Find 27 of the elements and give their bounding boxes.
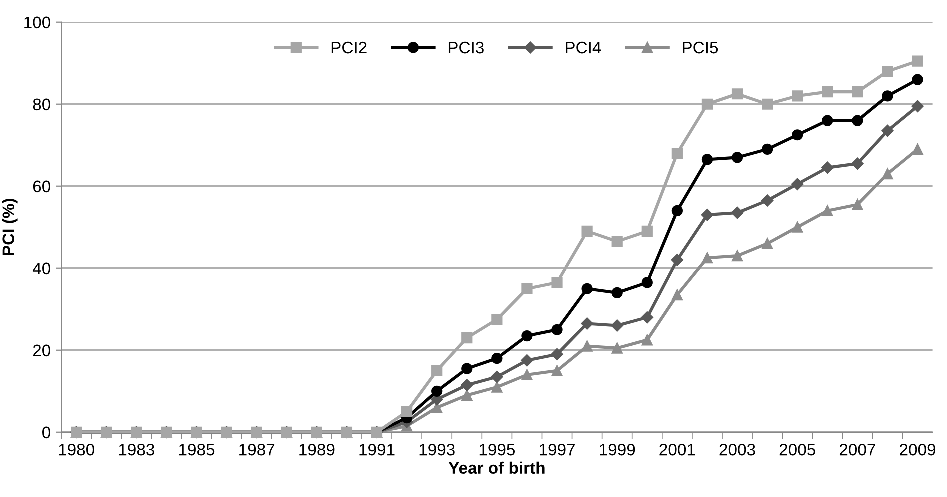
x-tick-label: 1997 <box>540 444 575 456</box>
y-tick-label: 0 <box>42 426 50 439</box>
x-tick-label: 1985 <box>179 444 215 456</box>
legend-label: PCI5 <box>683 42 718 54</box>
y-tick-label: 20 <box>33 344 50 357</box>
legend-label: PCI2 <box>332 42 367 54</box>
x-tick-label: 1999 <box>600 444 636 456</box>
x-tick-label: 1980 <box>59 444 94 456</box>
y-tick-label: 100 <box>24 16 50 29</box>
y-tick-label: 80 <box>33 98 50 111</box>
x-tick-label: 2009 <box>900 444 936 456</box>
y-tick-label: 60 <box>33 180 50 193</box>
x-axis-title: Year of birth <box>448 462 545 474</box>
x-tick-label: 1993 <box>420 444 455 456</box>
y-axis-title: PCI (%) <box>2 199 18 256</box>
x-tick-label: 1983 <box>119 444 154 456</box>
x-tick-label: 2005 <box>780 444 816 456</box>
x-tick-label: 2001 <box>660 444 696 456</box>
y-tick-label: 40 <box>32 262 50 275</box>
x-tick-label: 1987 <box>240 444 275 456</box>
x-tick-label: 1995 <box>480 444 516 456</box>
x-tick-label: 1989 <box>300 444 335 456</box>
legend-label: PCI4 <box>566 42 602 54</box>
x-tick-label: 1991 <box>360 444 395 456</box>
x-tick-label: 2007 <box>840 444 876 456</box>
legend-label: PCI3 <box>448 42 484 54</box>
x-tick-label: 2003 <box>720 444 756 456</box>
